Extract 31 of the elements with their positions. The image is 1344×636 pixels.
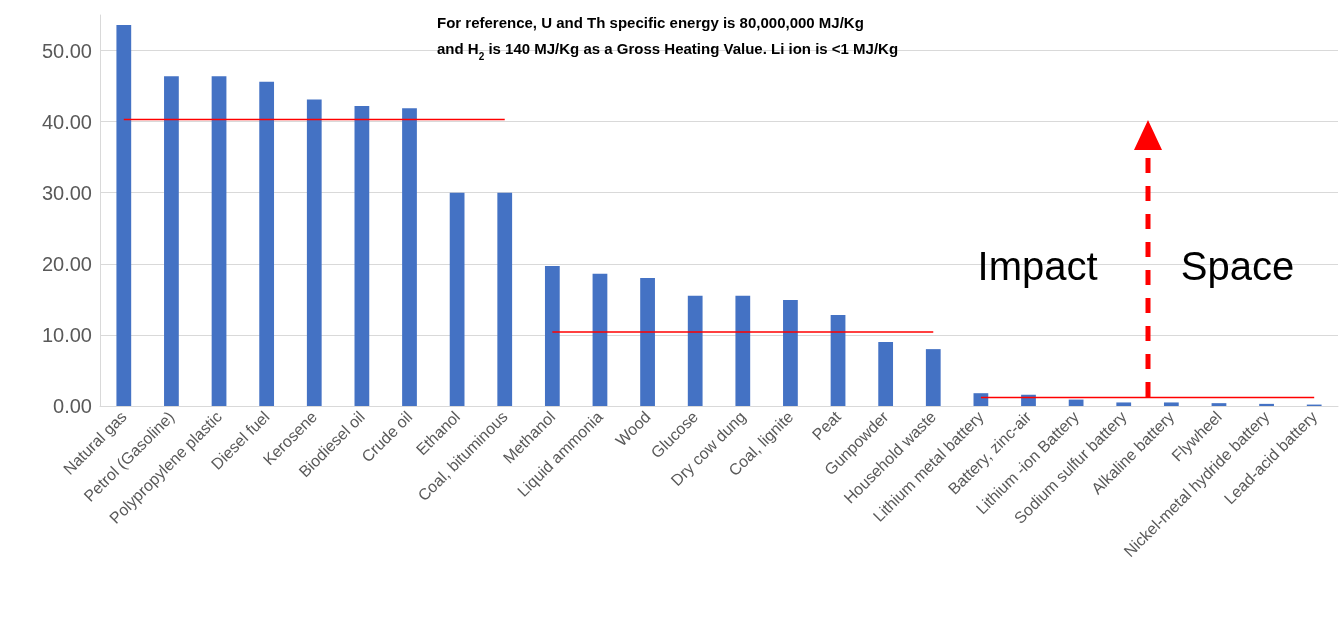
bar xyxy=(211,76,227,406)
annotation: Space xyxy=(1180,244,1295,289)
y-tick-label: 20.00 xyxy=(41,252,92,275)
annotation: Impact xyxy=(977,244,1098,289)
bar xyxy=(116,24,132,406)
bar xyxy=(878,342,894,406)
bar xyxy=(973,393,989,406)
bar xyxy=(402,108,417,406)
bar xyxy=(449,192,465,406)
bar xyxy=(735,295,751,406)
y-tick-label: 0.00 xyxy=(53,395,92,417)
bar xyxy=(925,349,941,406)
bar xyxy=(259,81,275,406)
y-tick-label: 40.00 xyxy=(41,110,92,133)
bar xyxy=(687,295,703,406)
bar xyxy=(544,265,560,406)
bar xyxy=(1259,403,1274,406)
bar xyxy=(164,76,179,406)
bar xyxy=(1163,402,1179,406)
bar xyxy=(306,99,322,406)
bar xyxy=(640,278,655,406)
bar xyxy=(783,300,798,406)
bar xyxy=(592,273,608,406)
bar xyxy=(1116,402,1132,406)
y-tick-label: 10.00 xyxy=(41,323,92,346)
y-tick-label: 50.00 xyxy=(41,39,92,62)
bar xyxy=(354,106,370,406)
y-tick-label: 30.00 xyxy=(41,181,92,204)
bar xyxy=(1211,403,1227,406)
bar xyxy=(497,192,513,406)
bar xyxy=(830,315,846,406)
